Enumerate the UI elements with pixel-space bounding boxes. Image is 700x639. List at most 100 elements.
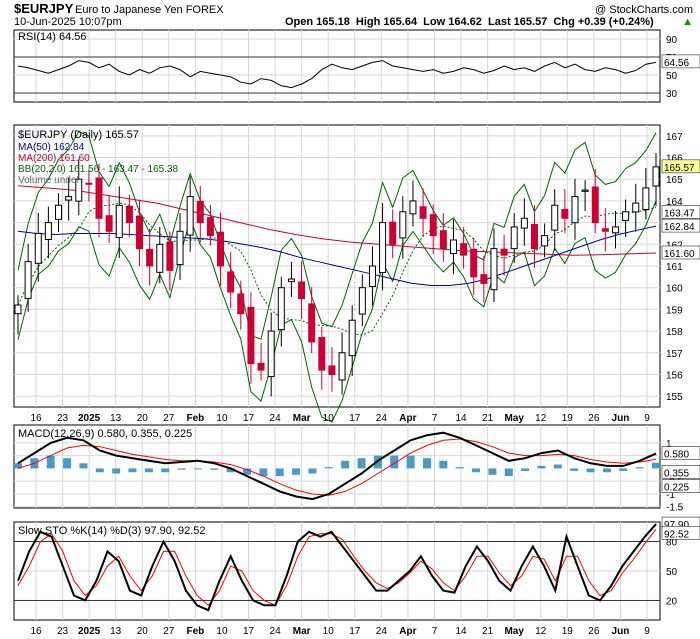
macd-hist-bar (210, 468, 219, 470)
candle-body (136, 215, 144, 250)
price-tick-label: 159 (666, 305, 683, 316)
sto-title: Slow STO %K(14) %D(3) 97.90, 92.52 (18, 525, 206, 537)
signal-last-label: 0.355 (664, 468, 689, 479)
macd-hist-bar (275, 468, 284, 477)
macd-hist-bar (341, 460, 350, 469)
candle-body (470, 248, 478, 278)
ma200-label-bg (661, 245, 700, 260)
rsi-title: RSI(14) 64.56 (18, 31, 86, 43)
bb-lower-line (17, 200, 657, 423)
candle-body (338, 352, 346, 381)
x-tick-label: 13 (110, 413, 122, 424)
date-stamp: 10-Jun-2025 10:07pm (14, 16, 122, 28)
candle-body (156, 243, 164, 273)
candle-body (480, 274, 488, 284)
candle-body (227, 271, 235, 293)
x-tick-label: Jun (612, 626, 630, 637)
x-tick-label: May (504, 626, 524, 637)
price-tick-label: 160 (666, 284, 683, 295)
candle-body (298, 281, 306, 300)
candle-body (257, 362, 265, 371)
macd-hist-bar (406, 455, 415, 469)
candle-body (551, 204, 559, 231)
candle-body (287, 278, 295, 283)
hist-last-label: 0.225 (664, 483, 689, 494)
candle-body (277, 287, 285, 331)
candle-body (601, 228, 609, 232)
candle-body (642, 187, 650, 211)
bb-mid-line (17, 202, 657, 336)
x-tick-label: 9 (644, 413, 650, 424)
instrument-name: Euro to Japanese Yen FOREX (75, 4, 224, 16)
macd-hist-bar (259, 468, 268, 477)
price-tick-label: 166 (666, 154, 683, 165)
macd-last-label-bg (661, 446, 700, 460)
macd-hist-bar (95, 468, 104, 473)
candle-body (622, 211, 630, 221)
macd-title: MACD(12,26,9) 0.580, 0.355, 0.225 (18, 428, 192, 440)
macd-hist-bar (635, 467, 644, 469)
price-last-label-bg (661, 159, 700, 174)
rsi-tick-label: 90 (666, 35, 678, 46)
legend-volume: Volume undef (18, 175, 79, 186)
macd-tick-label: -1.5 (666, 503, 684, 514)
x-tick-label: 17 (349, 626, 361, 637)
candle-body (308, 303, 316, 343)
macd-hist-bar (422, 458, 431, 469)
legend-bb: BB(20,2.0) 161.56 - 163.47 - 165.38 (18, 164, 179, 175)
x-tick-label: 17 (349, 413, 361, 424)
candle-body (75, 178, 83, 202)
candle-body (125, 205, 133, 224)
candle-body (429, 214, 437, 237)
rsi-tick-label: 30 (666, 89, 678, 100)
x-tick-label: May (504, 413, 524, 424)
macd-hist-bar (144, 468, 153, 473)
candle-body (176, 230, 184, 266)
x-tick-label: 10 (216, 626, 228, 637)
macd-hist-bar (652, 462, 660, 469)
x-tick-label: 16 (30, 626, 42, 637)
macd-hist-bar (439, 460, 448, 469)
x-tick-label: 24 (270, 626, 282, 637)
x-tick-label: Jun (612, 413, 630, 424)
macd-hist-bar (570, 468, 579, 471)
macd-tick-label: -1 (666, 490, 675, 501)
signal-last-label-bg (661, 465, 700, 479)
macd-hist-bar (586, 468, 595, 473)
x-tick-label: 17 (243, 413, 255, 424)
legend-ma50: MA(50) 162.84 (18, 142, 85, 153)
candle-body (591, 186, 599, 224)
x-tick-label: 2025 (78, 626, 101, 637)
price-tick-label: 156 (666, 370, 683, 381)
candle-body (561, 208, 569, 219)
x-tick-label: 17 (243, 626, 255, 637)
candle-body (348, 319, 356, 357)
candle-body (217, 231, 225, 267)
candle-body (409, 200, 417, 215)
candle-body (419, 206, 427, 219)
candle-body (632, 202, 640, 213)
ma200-label: 161.60 (664, 249, 695, 260)
price-tick-label: 167 (666, 132, 683, 143)
macd-hist-bar (521, 468, 530, 471)
macd-hist-bar (63, 458, 72, 469)
x-tick-label: Apr (399, 626, 416, 637)
candle-body (611, 226, 619, 234)
macd-hist-bar (79, 463, 88, 469)
macd-hist-bar (390, 455, 399, 469)
hist-last-label-bg (661, 479, 700, 493)
ma50-line (17, 225, 657, 286)
ma200-line (17, 185, 657, 256)
macd-hist-bar (537, 465, 546, 469)
macd-hist-bar (112, 468, 121, 474)
candle-body (318, 337, 326, 371)
macd-hist-bar (357, 458, 366, 469)
x-tick-label: 24 (270, 413, 282, 424)
x-tick-label: 14 (455, 413, 467, 424)
sto-k-line (17, 523, 657, 612)
candle-body (115, 204, 123, 239)
price-tick-label: 161 (666, 262, 683, 273)
price-tick-label: 157 (666, 349, 683, 360)
candle-body (581, 189, 589, 192)
candle-body (166, 241, 174, 271)
